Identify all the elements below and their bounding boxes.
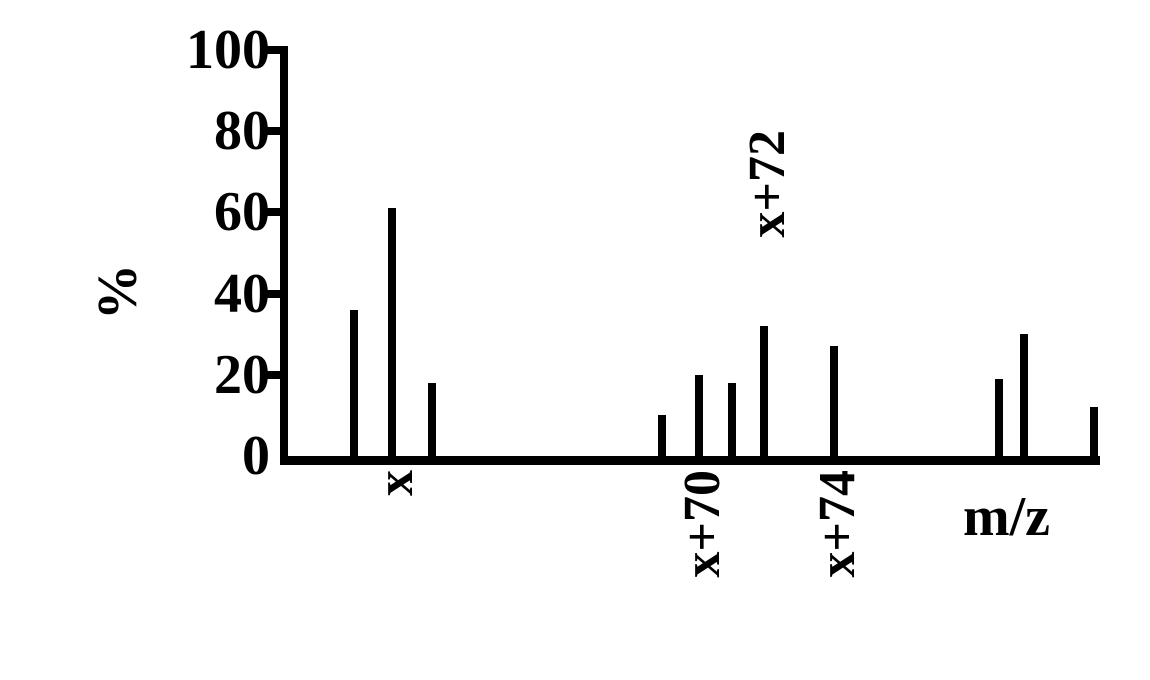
spectrum-bar	[760, 326, 768, 456]
spectrum-bar	[350, 310, 358, 456]
y-tick-label: 40	[130, 262, 270, 326]
y-tick-label: 60	[130, 180, 270, 244]
x-tick-label: x+74	[808, 470, 867, 578]
y-tick-label: 100	[130, 18, 270, 82]
y-axis	[280, 50, 288, 465]
spectrum-bar	[388, 208, 396, 456]
spectrum-bar	[695, 375, 703, 456]
x-axis-label: m/z	[963, 485, 1050, 549]
spectrum-bar	[1020, 334, 1028, 456]
spectrum-bar	[995, 379, 1003, 456]
chart-container: % m/z 020406080100 xx+70x+74 x+72	[80, 30, 1080, 630]
spectrum-bar	[728, 383, 736, 456]
spectrum-bar	[1090, 407, 1098, 456]
spectrum-bar	[428, 383, 436, 456]
plot-area: 020406080100	[280, 50, 1100, 465]
x-tick-label: x+70	[673, 470, 732, 578]
x-tick-label: x	[366, 470, 425, 496]
spectrum-bar	[658, 415, 666, 456]
spectrum-bar	[830, 346, 838, 456]
x-axis	[280, 456, 1100, 465]
peak-annotation: x+72	[738, 130, 797, 238]
y-tick-label: 0	[130, 424, 270, 488]
y-tick-label: 20	[130, 343, 270, 407]
y-tick-label: 80	[130, 99, 270, 163]
